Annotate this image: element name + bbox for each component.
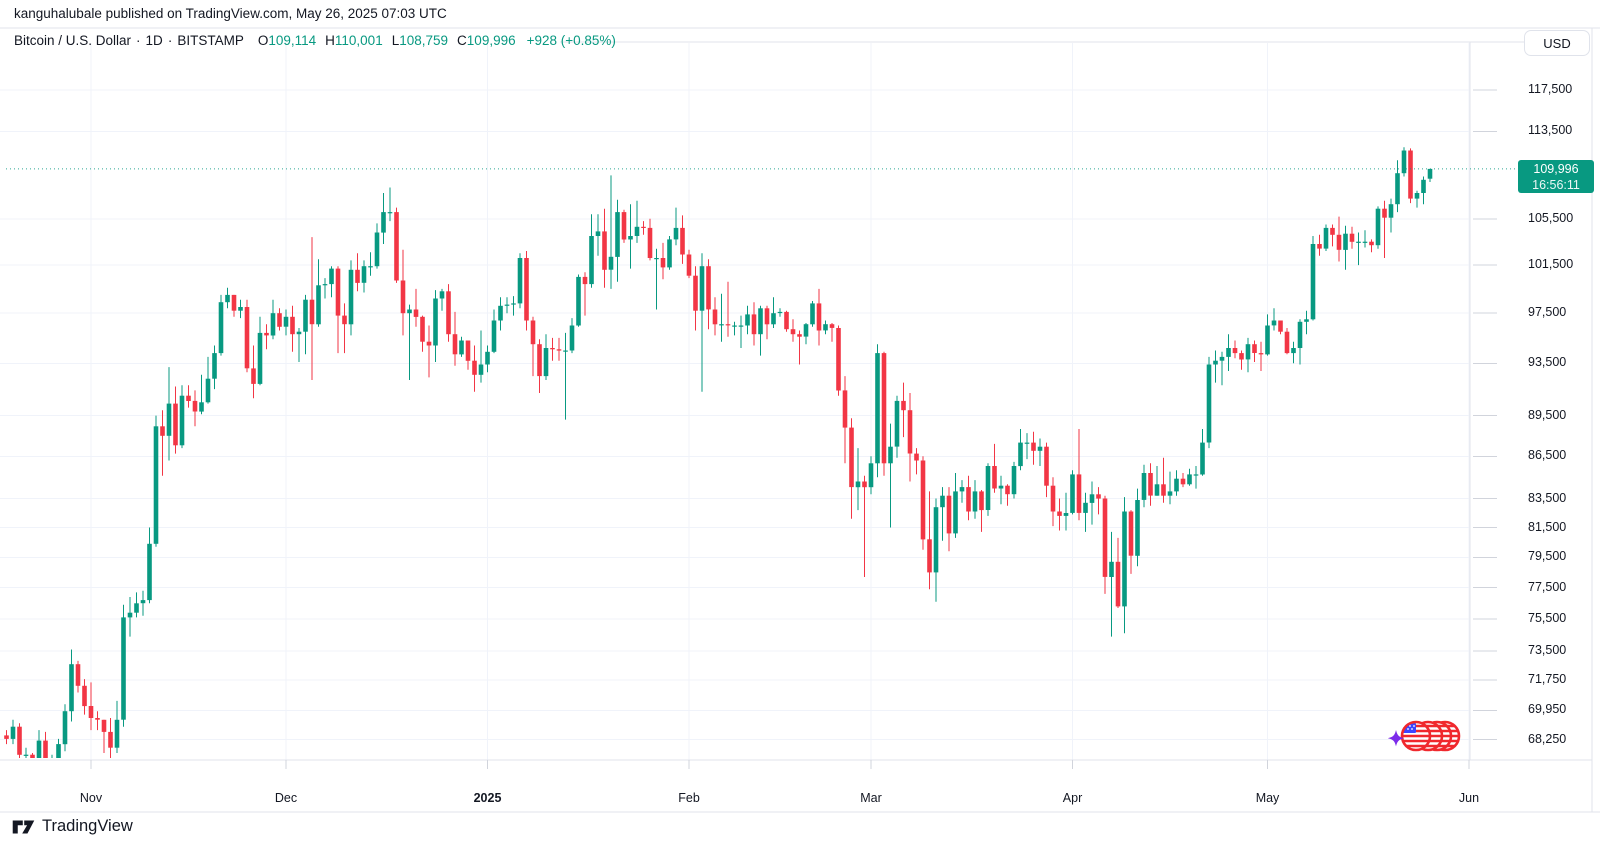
open-value: O109,114 xyxy=(257,33,317,48)
price-axis-label: 79,500 xyxy=(1528,549,1567,564)
time-axis-label: 2025 xyxy=(473,791,502,805)
high-value: H110,001 xyxy=(325,33,383,48)
bar-countdown: 16:56:11 xyxy=(1532,177,1580,192)
last-price-value: 109,996 xyxy=(1533,161,1579,176)
price-axis-label: 71,750 xyxy=(1528,671,1567,686)
attribution-text: kanguhalubale published on TradingView.c… xyxy=(14,6,447,21)
legend-separator: · xyxy=(136,33,141,48)
currency-toggle-button[interactable]: USD xyxy=(1524,30,1590,56)
price-axis-label: 89,500 xyxy=(1528,407,1567,422)
symbol-title[interactable]: Bitcoin / U.S. Dollar xyxy=(14,33,132,48)
price-axis-label: 69,950 xyxy=(1528,702,1567,717)
exchange-label: BITSTAMP xyxy=(177,33,244,48)
price-axis-label: 86,500 xyxy=(1528,448,1567,463)
time-axis-label: May xyxy=(1255,791,1280,805)
time-axis-label: Dec xyxy=(274,791,298,805)
usa-flag-coin xyxy=(1400,720,1432,752)
price-axis-label: 117,500 xyxy=(1528,82,1573,96)
price-axis-label: 73,500 xyxy=(1528,643,1567,658)
price-axis-label: 101,500 xyxy=(1528,257,1574,272)
change-value: +928 (+0.85%) xyxy=(526,33,616,48)
close-value: C109,996 xyxy=(457,33,516,48)
flag-coins-sticker xyxy=(1388,720,1461,752)
axis-ticks xyxy=(90,89,1497,769)
price-axis-label: 83,500 xyxy=(1528,490,1567,505)
price-axis-label: 93,500 xyxy=(1528,355,1567,370)
symbol-legend: Bitcoin / U.S. Dollar · 1D · BITSTAMP O1… xyxy=(14,33,616,48)
time-axis-label: Apr xyxy=(1062,791,1083,805)
price-axis-label: 113,500 xyxy=(1528,123,1573,138)
time-axis-label: Jun xyxy=(1458,791,1480,805)
ohlc-values: O109,114 H110,001 L108,759 C109,996 +928… xyxy=(258,33,616,48)
sparkle-icon xyxy=(1388,730,1405,747)
time-axis-label: Nov xyxy=(79,791,103,805)
time-axis-label: Feb xyxy=(678,791,700,805)
price-axis-label: 75,500 xyxy=(1528,610,1567,625)
tradingview-wordmark: TradingView xyxy=(42,817,133,835)
price-axis-label: 81,500 xyxy=(1528,519,1567,534)
interval-label[interactable]: 1D xyxy=(145,33,163,48)
tradingview-logo-icon xyxy=(12,820,35,833)
tradingview-branding[interactable]: TradingView xyxy=(12,817,133,836)
price-axis-label: 105,500 xyxy=(1528,210,1574,225)
low-value: L108,759 xyxy=(391,33,449,48)
price-axis-label: 68,250 xyxy=(1528,731,1567,746)
legend-separator: · xyxy=(167,33,173,48)
pane-borders xyxy=(0,27,1600,813)
last-price-badge: 109,996 16:56:11 xyxy=(1518,159,1594,193)
price-axis-label: 77,500 xyxy=(1528,579,1567,594)
price-axis-label: 97,500 xyxy=(1528,305,1567,320)
candles-layer xyxy=(4,147,1433,758)
attribution-bar: kanguhalubale published on TradingView.c… xyxy=(14,6,447,21)
gridlines xyxy=(0,43,1470,760)
time-axis-label: Mar xyxy=(860,791,882,805)
